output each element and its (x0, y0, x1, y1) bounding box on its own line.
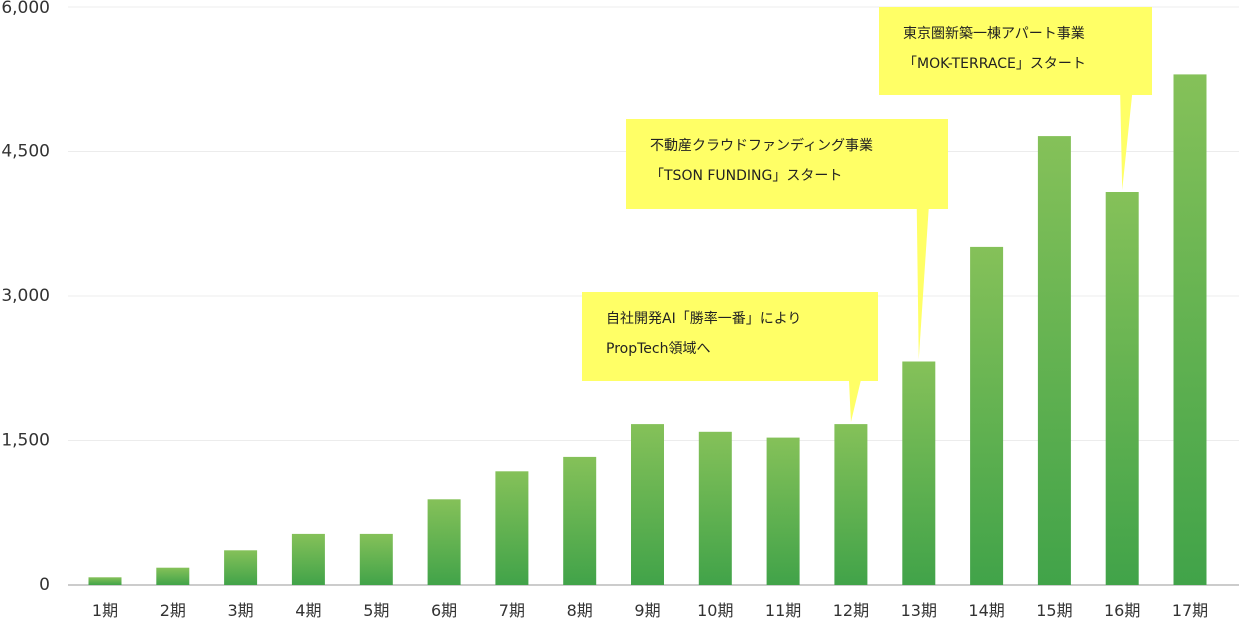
annotations: 自社開発AI「勝率一番」によりPropTech領域へ不動産クラウドファンディング… (582, 7, 1152, 423)
x-tick-label: 5期 (363, 601, 389, 620)
annotation-callout: 東京圏新築一棟アパート事業「MOK-TERRACE」スタート (879, 7, 1152, 190)
x-tick-label: 8期 (567, 601, 593, 620)
bar-16期 (1105, 192, 1139, 585)
x-tick-label: 6期 (431, 601, 457, 620)
y-tick-label: 6,000 (1, 0, 50, 18)
x-tick-label: 3期 (228, 601, 254, 620)
callout-text-line: 「MOK-TERRACE」スタート (903, 56, 1086, 72)
callout-text-line: 「TSON FUNDING」スタート (650, 168, 842, 184)
x-tick-label: 17期 (1172, 601, 1208, 620)
y-axis-tick-labels: 0 1,500 3,000 4,500 6,000 (1, 0, 50, 595)
x-tick-label: 4期 (295, 601, 321, 620)
bar-1期 (88, 577, 122, 585)
bar-2期 (156, 567, 190, 585)
x-tick-label: 1期 (92, 601, 118, 620)
callout-text-line: PropTech領域へ (606, 340, 710, 357)
bar-11期 (766, 437, 800, 585)
bar-5期 (359, 533, 393, 585)
x-tick-label: 2期 (160, 601, 186, 620)
x-tick-label: 11期 (765, 601, 801, 620)
x-tick-label: 13期 (901, 601, 937, 620)
callout-pointer (916, 208, 929, 360)
callout-text-line: 不動産クラウドファンディング事業 (650, 137, 873, 154)
y-tick-label: 3,000 (1, 286, 50, 306)
x-tick-label: 10期 (697, 601, 733, 620)
callout-pointer (848, 380, 861, 423)
bar-7期 (495, 471, 529, 585)
callout-pointer (1120, 94, 1133, 190)
bar-15期 (1037, 136, 1071, 585)
callout-box (626, 119, 948, 209)
bar-9期 (631, 424, 664, 585)
bar-12期 (834, 424, 868, 585)
x-axis-tick-labels: 1期 2期 3期 4期 5期 6期 7期 8期 9期 10期 11期 12期 13期 14期 15期 16期 1… (92, 601, 1208, 620)
callout-box (582, 292, 878, 381)
callout-text-line: 自社開発AI「勝率一番」により (606, 310, 801, 327)
bar-4期 (291, 533, 325, 585)
bar-13期 (902, 361, 936, 585)
bar-17期 (1173, 74, 1207, 586)
bars (88, 74, 1207, 586)
bar-8期 (563, 456, 597, 585)
annotation-callout: 自社開発AI「勝率一番」により PropTech領域へ (582, 292, 878, 423)
x-tick-label: 16期 (1104, 601, 1140, 620)
y-tick-label: 4,500 (1, 142, 50, 162)
callout-text-line: 東京圏新築一棟アパート事業 (903, 26, 1085, 42)
bar-14期 (970, 246, 1004, 585)
x-tick-label: 14期 (968, 601, 1004, 620)
bar-3期 (224, 550, 258, 585)
annotation-callout: 不動産クラウドファンディング事業「TSON FUNDING」スタート (626, 119, 948, 360)
x-tick-label: 12期 (833, 601, 869, 620)
bar-10期 (698, 431, 732, 585)
bar-6期 (427, 499, 461, 585)
x-tick-label: 7期 (499, 601, 525, 620)
x-tick-label: 15期 (1036, 601, 1072, 620)
y-tick-label: 0 (39, 575, 50, 595)
y-tick-label: 1,500 (1, 431, 50, 451)
callout-box (879, 7, 1152, 95)
x-tick-label: 9期 (634, 601, 660, 620)
